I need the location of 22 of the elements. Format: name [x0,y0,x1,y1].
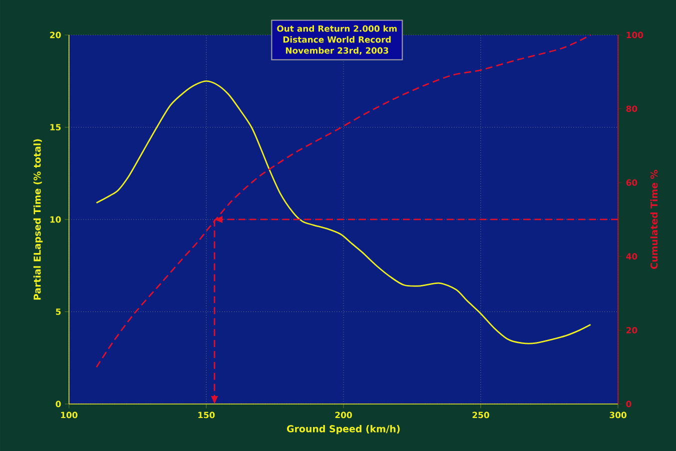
y2-tick-label: 20 [626,326,638,334]
x-tick-label: 150 [198,412,215,418]
y2-axis-title: Cumulated Time % [650,170,658,269]
x-tick-label: 200 [335,412,352,418]
y-axis-title: Partial ELapsed Time (% total) [33,139,43,300]
x-tick-label: 300 [610,412,626,418]
x-axis-title: Ground Speed (km/h) [286,425,400,434]
y-tick-label: 10 [50,216,61,223]
y2-tick-label: 40 [626,253,638,260]
x-tick-label: 100 [61,412,78,418]
y-tick-label: 20 [50,32,61,38]
x-tick-label: 250 [472,412,490,418]
chart-subtitle: Distance World Record [283,36,391,43]
y-tick-label: 0 [56,400,61,408]
y2-tick-label: 0 [626,400,632,408]
y2-tick-label: 80 [626,106,638,112]
y-tick-label: 5 [56,308,61,315]
annotation: November 23rd, 2003 [286,47,388,55]
chart-title: Out and Return 2.000 km [277,25,397,32]
y-tick-label: 15 [50,124,61,130]
y2-tick-label: 60 [626,179,638,186]
y2-tick-label: 100 [626,32,644,38]
